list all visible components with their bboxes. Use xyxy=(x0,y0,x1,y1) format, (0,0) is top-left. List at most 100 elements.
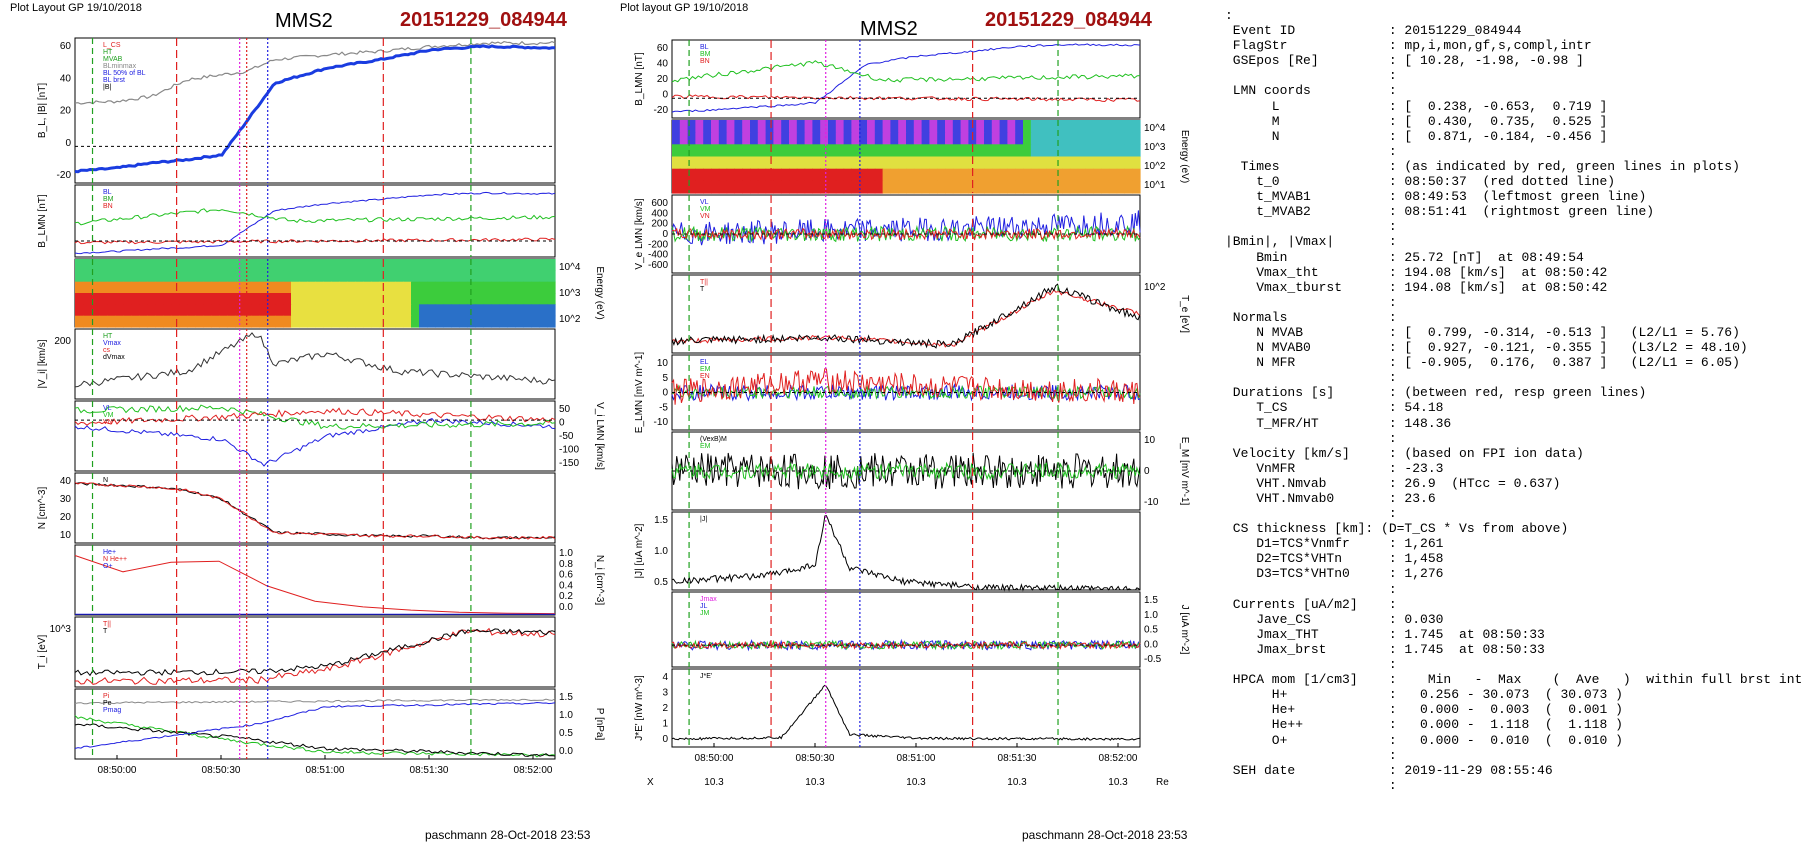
y-tick-label: 1.0 xyxy=(1144,610,1158,621)
y-axis-label: Energy (eV) xyxy=(1179,130,1190,183)
spectrogram-cell xyxy=(139,270,148,283)
legend-entry: BLminmax xyxy=(103,63,137,70)
spectrogram-cell xyxy=(475,281,484,294)
spectrogram-cell xyxy=(75,270,84,283)
spectrogram-cell xyxy=(718,168,728,182)
spectrogram-cell xyxy=(913,156,923,170)
y-tick-label: 0.5 xyxy=(1144,625,1158,636)
spectrogram-cell xyxy=(960,168,969,182)
spectrogram-cell xyxy=(976,168,985,182)
spectrogram-cell xyxy=(339,259,348,271)
spectrogram-cell xyxy=(796,132,806,145)
spectrogram-cell xyxy=(219,270,228,283)
spectrogram-cell xyxy=(403,304,412,317)
spectrogram-cell xyxy=(1046,168,1055,182)
spectrogram-cell xyxy=(906,156,915,170)
y-tick-label: 10^1 xyxy=(1144,180,1166,191)
series-line xyxy=(74,628,556,677)
y-tick-label: 0 xyxy=(559,418,565,429)
spectrogram-cell xyxy=(243,281,252,294)
spectrogram-cell xyxy=(703,168,712,182)
spectrogram-cell xyxy=(913,120,923,133)
y-tick-label: -10 xyxy=(1144,497,1159,508)
spectrogram-cell xyxy=(315,304,324,317)
spectrogram-cell xyxy=(1108,168,1118,182)
spectrogram-cell xyxy=(539,259,548,271)
position-row-label: X xyxy=(647,777,654,788)
spectrogram-cell xyxy=(275,259,284,271)
spectrogram-cell xyxy=(283,259,292,271)
spectrogram-cell xyxy=(882,120,891,133)
spectrogram-cell xyxy=(91,293,100,305)
spectrogram-cell xyxy=(874,144,884,158)
spectrogram-cell xyxy=(435,304,444,317)
y-axis-label: |J| [uA m^-2] xyxy=(634,523,645,578)
info-line: Durations [s] : (between red, resp green… xyxy=(1225,385,1647,401)
position-value: 10.3 xyxy=(704,777,724,788)
spectrogram-cell xyxy=(1015,180,1024,194)
spectrogram-cell xyxy=(921,180,930,194)
spectrogram-cell xyxy=(467,293,476,305)
spectrogram-cell xyxy=(171,304,180,317)
spectrogram-cell xyxy=(515,281,524,294)
spectrogram-cell xyxy=(1007,132,1016,145)
legend-entry: BM xyxy=(103,196,114,203)
spectrogram-cell xyxy=(999,120,1008,133)
spectrogram-cell xyxy=(331,293,340,305)
spectrogram-cell xyxy=(323,270,332,283)
spectrogram-cell xyxy=(395,304,404,317)
spectrogram-cell xyxy=(435,281,444,294)
spectrogram-cell xyxy=(475,259,484,271)
spectrogram-cell xyxy=(796,120,806,133)
y-tick-label: 0.0 xyxy=(1144,639,1158,650)
spectrogram-cell xyxy=(99,304,108,317)
spectrogram-cell xyxy=(890,132,899,145)
legend-entry: |J| xyxy=(700,516,707,523)
spectrogram-cell xyxy=(523,259,532,271)
legend-entry: BL 50% of BL xyxy=(103,70,146,77)
spectrogram-cell xyxy=(906,168,915,182)
y-tick-label: 20 xyxy=(60,512,72,523)
spectrogram-cell xyxy=(695,144,704,158)
spectrogram-cell xyxy=(1132,168,1141,182)
spectrogram-cell xyxy=(1132,144,1141,158)
info-line: : xyxy=(1225,68,1397,84)
spectrogram-cell xyxy=(427,293,436,305)
spectrogram-cell xyxy=(913,144,923,158)
spectrogram-cell xyxy=(291,270,300,283)
panel-frame xyxy=(74,37,556,184)
spectrogram-cell xyxy=(195,304,204,317)
info-line: : xyxy=(1225,506,1397,522)
spectrogram-cell xyxy=(734,180,743,194)
info-line: N MVAB : [ 0.799, -0.314, -0.513 ] (L2/L… xyxy=(1225,324,1740,340)
spectrogram-cell xyxy=(99,281,108,294)
spectrogram-cell xyxy=(419,315,428,328)
spectrogram-cell xyxy=(155,281,164,294)
legend-entry: Pi xyxy=(103,693,110,700)
spectrogram-cell xyxy=(451,293,460,305)
legend-entry: T|| xyxy=(700,279,708,286)
spectrogram-cell xyxy=(171,293,180,305)
spectrogram-cell xyxy=(773,168,782,182)
info-line: Vmax_tburst : 194.08 [km/s] at 08:50:42 xyxy=(1225,279,1608,295)
y-axis-label: B_L, |B| [nT] xyxy=(37,83,48,138)
spectrogram-cell xyxy=(859,132,868,145)
spectrogram-cell xyxy=(1093,132,1102,145)
series-line xyxy=(74,482,556,540)
spectrogram-cell xyxy=(976,120,985,133)
spectrogram-cell xyxy=(913,168,923,182)
spectrogram-cell xyxy=(711,132,720,145)
y-axis-label: J*E' [nW m^-3] xyxy=(634,675,645,741)
spectrogram-cell xyxy=(139,281,148,294)
spectrogram-cell xyxy=(451,315,460,328)
spectrogram-cell xyxy=(307,315,316,328)
spectrogram-cell xyxy=(307,270,316,283)
spectrogram-cell xyxy=(1030,180,1040,194)
spectrogram-cell xyxy=(83,281,92,294)
spectrogram-cell xyxy=(672,168,681,182)
spectrogram-cell xyxy=(789,132,798,145)
spectrogram-cell xyxy=(115,315,124,328)
spectrogram-cell xyxy=(906,132,915,145)
spectrogram-cell xyxy=(531,315,540,328)
